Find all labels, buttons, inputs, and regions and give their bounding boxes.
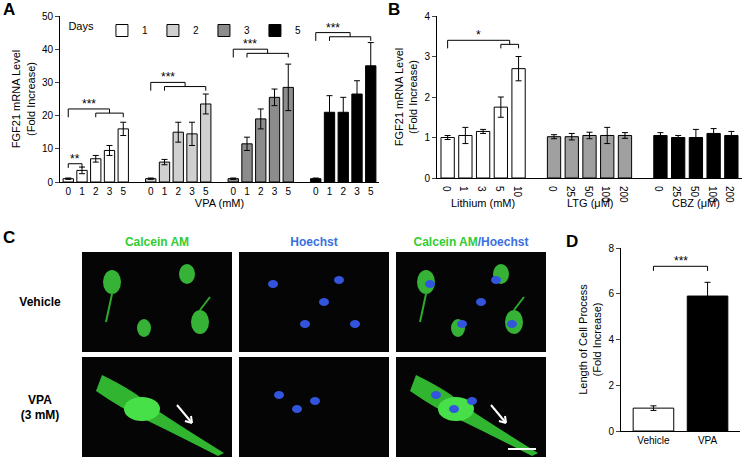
- svg-text:50: 50: [689, 186, 700, 198]
- svg-text:5: 5: [203, 186, 209, 197]
- svg-text:Calcein AM: Calcein AM: [125, 235, 189, 249]
- svg-text:3: 3: [476, 186, 487, 192]
- svg-text:100: 100: [707, 186, 718, 203]
- svg-text:0: 0: [653, 186, 664, 192]
- svg-text:2: 2: [175, 186, 181, 197]
- svg-text:CBZ (μM): CBZ (μM): [672, 197, 720, 209]
- svg-text:Vehicle: Vehicle: [19, 295, 61, 309]
- svg-text:VPA(3 mM): VPA(3 mM): [21, 393, 60, 422]
- svg-text:FGF21 mRNA Level(Fold Increase: FGF21 mRNA Level(Fold Increase): [393, 48, 419, 146]
- svg-text:1: 1: [79, 186, 85, 197]
- html-text:D: D: [566, 232, 579, 251]
- svg-text:***: ***: [674, 254, 688, 268]
- svg-text:3: 3: [189, 186, 195, 197]
- svg-text:*: *: [476, 28, 481, 42]
- svg-text:1: 1: [244, 186, 250, 197]
- svg-text:40: 40: [42, 44, 54, 55]
- html-text:C: C: [3, 228, 16, 247]
- svg-text:6: 6: [608, 288, 614, 299]
- svg-text:200: 200: [724, 186, 735, 203]
- svg-text:2: 2: [258, 186, 264, 197]
- svg-text:2: 2: [340, 186, 346, 197]
- svg-text:FGF21 mRNA Level(Fold Increase: FGF21 mRNA Level(Fold Increase): [10, 50, 36, 148]
- svg-text:VPA (mM): VPA (mM): [195, 197, 244, 209]
- svg-text:1: 1: [142, 25, 148, 36]
- svg-text:Length of Cell Process(Fold In: Length of Cell Process(Fold Increase): [577, 284, 603, 395]
- svg-text:4: 4: [424, 11, 430, 22]
- svg-text:**: **: [70, 152, 80, 166]
- svg-text:1: 1: [458, 186, 469, 192]
- svg-text:5: 5: [494, 186, 505, 192]
- svg-text:3: 3: [244, 25, 250, 36]
- svg-text:***: ***: [326, 21, 340, 35]
- svg-text:0: 0: [47, 177, 53, 188]
- svg-text:Hoechst: Hoechst: [290, 235, 337, 249]
- svg-text:5: 5: [368, 186, 374, 197]
- svg-text:Calcein AM/Hoechst: Calcein AM/Hoechst: [414, 235, 529, 249]
- svg-text:0: 0: [424, 173, 430, 184]
- svg-text:2: 2: [424, 92, 430, 103]
- svg-text:5: 5: [295, 25, 301, 36]
- svg-text:Vehicle: Vehicle: [637, 435, 670, 446]
- html-text:A: A: [3, 0, 16, 19]
- svg-text:5: 5: [120, 186, 126, 197]
- svg-text:***: ***: [161, 70, 175, 84]
- svg-text:***: ***: [243, 37, 257, 51]
- svg-text:20: 20: [42, 110, 54, 121]
- svg-text:3: 3: [424, 51, 430, 62]
- svg-text:0: 0: [441, 186, 452, 192]
- svg-text:Lithium (mM): Lithium (mM): [451, 197, 515, 209]
- svg-text:3: 3: [354, 186, 360, 197]
- svg-text:30: 30: [42, 77, 54, 88]
- svg-text:2: 2: [608, 380, 614, 391]
- svg-text:25: 25: [671, 186, 682, 198]
- svg-text:0: 0: [230, 186, 236, 197]
- svg-text:0: 0: [608, 426, 614, 437]
- svg-text:4: 4: [608, 334, 614, 345]
- svg-text:LTG (μM): LTG (μM): [567, 197, 613, 209]
- svg-text:100: 100: [600, 186, 611, 203]
- svg-text:1: 1: [424, 132, 430, 143]
- svg-text:***: ***: [82, 97, 96, 111]
- svg-text:200: 200: [618, 186, 629, 203]
- svg-text:8: 8: [608, 243, 614, 254]
- svg-text:0: 0: [148, 186, 154, 197]
- svg-text:25: 25: [565, 186, 576, 198]
- svg-text:50: 50: [42, 11, 54, 22]
- svg-text:1: 1: [327, 186, 333, 197]
- svg-text:0: 0: [547, 186, 558, 192]
- svg-text:2: 2: [193, 25, 199, 36]
- svg-text:0: 0: [65, 186, 71, 197]
- svg-text:0: 0: [313, 186, 319, 197]
- svg-text:VPA: VPA: [698, 435, 718, 446]
- svg-text:10: 10: [512, 186, 523, 198]
- svg-text:50: 50: [583, 186, 594, 198]
- svg-text:2: 2: [93, 186, 99, 197]
- svg-text:10: 10: [42, 143, 54, 154]
- html-text:B: B: [388, 0, 401, 19]
- svg-text:1: 1: [162, 186, 168, 197]
- svg-text:3: 3: [107, 186, 113, 197]
- svg-text:5: 5: [285, 186, 291, 197]
- svg-text:Days: Days: [68, 20, 94, 32]
- svg-text:3: 3: [272, 186, 278, 197]
